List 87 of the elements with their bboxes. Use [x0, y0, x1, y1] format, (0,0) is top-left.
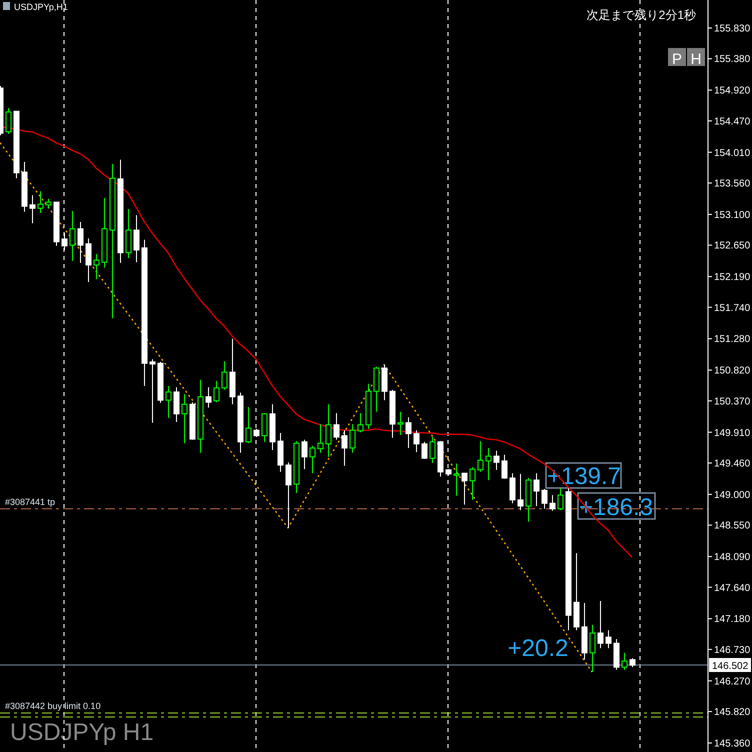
candlestick — [6, 107, 12, 134]
candlestick — [174, 386, 180, 423]
candlestick — [622, 652, 628, 670]
y-tick-label: 155.830 — [714, 24, 751, 34]
y-tick-label: 145.820 — [714, 707, 751, 718]
candlestick — [542, 488, 548, 510]
candlestick — [606, 630, 612, 649]
candlestick — [150, 358, 156, 424]
text: P — [672, 51, 682, 68]
ref-line-label: 146.502 — [712, 661, 749, 672]
text: H — [690, 51, 702, 68]
candlestick — [374, 366, 380, 412]
y-tick-label: 145.360 — [714, 738, 751, 750]
candlestick — [46, 198, 52, 209]
y-tick-label: 147.180 — [714, 614, 751, 626]
candlestick — [518, 473, 524, 511]
candlestick — [134, 214, 140, 263]
y-tick-label: 149.460 — [714, 458, 751, 470]
y-tick-label: 153.100 — [714, 210, 751, 221]
candlestick — [406, 416, 412, 448]
y-tick-label: 155.380 — [714, 54, 751, 66]
candlestick — [286, 462, 292, 528]
candlestick — [326, 404, 332, 458]
candlestick — [502, 454, 508, 480]
candlestick — [558, 488, 564, 511]
ref-line-label: #3087442 buy limit 0.10 — [5, 700, 101, 711]
y-tick-label: 152.650 — [714, 240, 751, 252]
chart-title: USDJPYp,H1 — [14, 2, 68, 12]
candlestick — [318, 424, 324, 454]
candlestick — [86, 238, 92, 283]
candlestick — [30, 194, 36, 224]
y-tick-label: 154.470 — [714, 116, 751, 128]
candlestick — [342, 430, 348, 466]
annotation: 次足まで残り2分1秒 — [586, 8, 696, 22]
candlestick — [550, 494, 556, 512]
candlestick — [414, 430, 420, 453]
candlestick — [278, 432, 284, 472]
candlestick — [94, 254, 100, 280]
candlestick — [382, 364, 388, 401]
candlestick — [486, 447, 492, 481]
candlestick — [430, 436, 436, 464]
candlestick — [70, 210, 76, 262]
candlestick — [222, 360, 228, 390]
candlestick — [334, 412, 340, 440]
y-tick-label: 148.550 — [714, 520, 751, 532]
y-tick-label: 150.820 — [714, 366, 751, 377]
candlestick — [246, 406, 252, 444]
y-tick-label: 151.280 — [714, 334, 751, 346]
y-tick-label: 153.560 — [714, 178, 751, 190]
candlestick — [126, 208, 132, 259]
y-tick-label: 154.920 — [714, 86, 751, 97]
candlestick — [78, 221, 84, 264]
y-tick-label: 151.740 — [714, 302, 751, 314]
candlestick — [534, 472, 540, 507]
y-tick-label: 152.190 — [714, 272, 751, 284]
candlestick — [614, 638, 620, 670]
candlestick — [470, 466, 476, 500]
y-tick-label: 146.270 — [714, 676, 751, 688]
y-tick-label: 147.640 — [714, 582, 751, 594]
candlestick — [166, 385, 172, 418]
candlestick — [310, 445, 316, 474]
y-tick-label: 148.090 — [714, 552, 751, 564]
candlestick — [454, 463, 460, 496]
y-tick-label: 150.370 — [714, 396, 751, 408]
candlestick — [350, 424, 356, 454]
candlestick — [38, 190, 44, 214]
candlestick — [598, 600, 604, 649]
candlestick — [590, 624, 596, 672]
candlestick — [478, 440, 484, 472]
candlestick — [262, 412, 268, 442]
candlestick — [214, 380, 220, 403]
annotation: +20.2 — [508, 635, 568, 662]
candlestick — [398, 411, 404, 436]
candlestick — [206, 386, 212, 408]
annotation: USDJPYp H1 — [10, 719, 154, 746]
ref-line-label: #3087441 tp — [5, 496, 56, 507]
candlestick — [302, 439, 308, 470]
candlestick — [494, 450, 500, 470]
candlestick — [422, 441, 428, 460]
candlestick — [462, 472, 468, 506]
candlestick — [510, 472, 516, 504]
y-tick-label: 149.000 — [714, 490, 751, 501]
candlestick — [182, 394, 188, 444]
y-tick-label: 154.010 — [714, 148, 751, 159]
candlestick — [358, 412, 364, 433]
y-tick-label: 146.730 — [714, 644, 751, 656]
y-tick-label: 149.910 — [714, 428, 751, 439]
